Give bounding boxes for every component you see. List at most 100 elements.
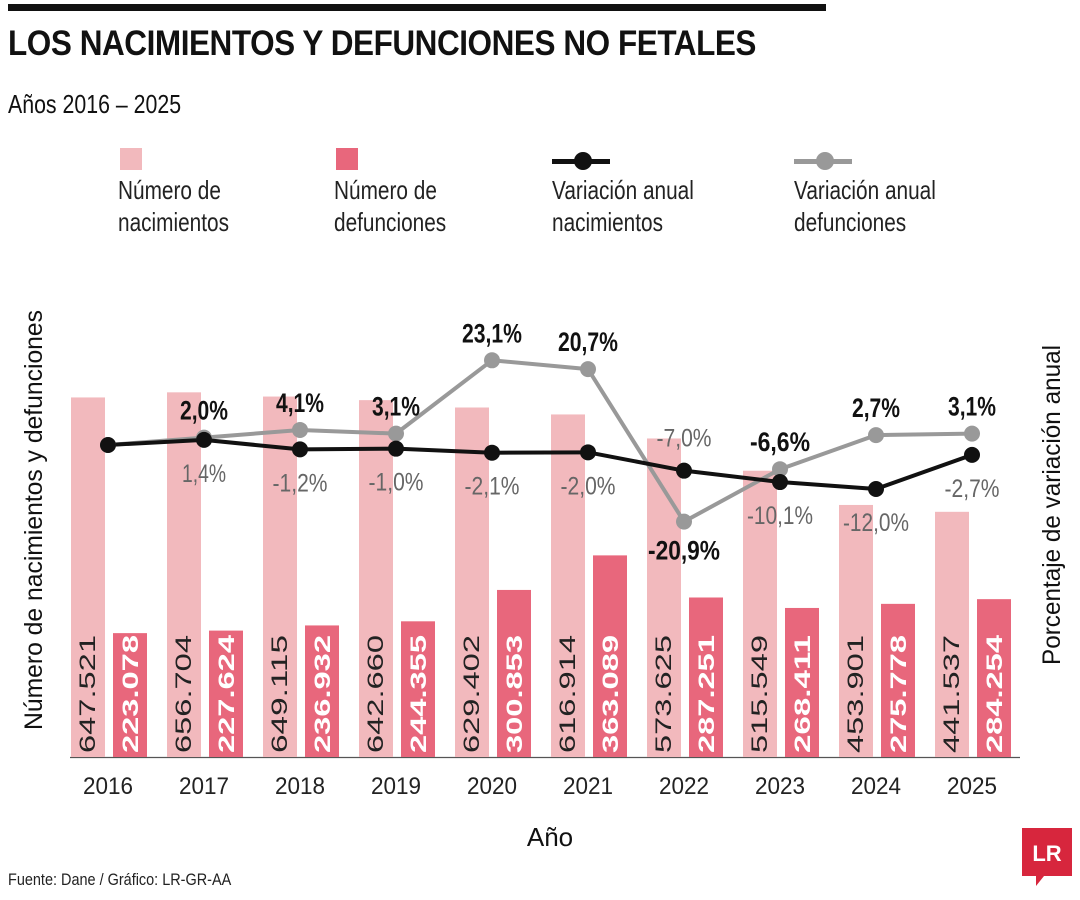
label-births-variation-2019: -1,0% — [369, 469, 424, 497]
legend-label-deaths: Número de defunciones — [334, 175, 447, 237]
bar-births-2019 — [359, 400, 393, 757]
point-births-variation-2024 — [868, 481, 884, 497]
label-deaths-variation-2024: 2,7% — [852, 393, 900, 423]
line-deaths-variation — [107, 358, 973, 524]
bar-label-births-2019: 642.660 — [363, 635, 388, 753]
x-tick-2024: 2024 — [851, 773, 901, 800]
legend-dot-deaths-variation — [816, 152, 834, 170]
point-births-variation-2020 — [484, 444, 500, 461]
y-axis-title: Número de nacimientos y defunciones — [20, 310, 48, 730]
bar-label-deaths-2022: 287.251 — [694, 635, 719, 753]
bar-label-births-2022: 573.625 — [651, 635, 676, 753]
point-births-variation-2022 — [676, 462, 692, 479]
bar-deaths-2025 — [977, 599, 1011, 757]
label-deaths-variation-2020: 23,1% — [462, 318, 522, 348]
source-note: Fuente: Dane / Gráfico: LR-GR-AA — [8, 870, 232, 889]
label-deaths-variation-2022: -20,9% — [648, 536, 720, 566]
legend-label-births: Número de nacimientos — [118, 175, 229, 237]
bar-births-2020 — [455, 407, 489, 757]
bar-deaths-2017 — [209, 630, 243, 757]
bar-births-2025 — [935, 511, 969, 757]
point-births-variation-2016 — [100, 437, 116, 453]
bar-deaths-2018 — [305, 625, 339, 757]
bar-label-births-2018: 649.115 — [267, 635, 292, 753]
label-deaths-variation-2023: -6,6% — [750, 427, 810, 457]
line-births-variation — [107, 437, 973, 491]
bar-label-births-2020: 629.402 — [459, 635, 484, 753]
x-tick-2019: 2019 — [371, 773, 421, 800]
bar-label-births-2024: 453.901 — [843, 635, 868, 753]
bar-births-2021 — [551, 414, 585, 757]
lr-logo-text: LR — [1032, 841, 1061, 866]
x-tick-2021: 2021 — [563, 773, 613, 800]
bar-label-deaths-2021: 363.089 — [598, 635, 623, 753]
point-deaths-variation-2024 — [868, 427, 884, 444]
bar-label-births-2016: 647.521 — [75, 635, 100, 753]
x-tick-2016: 2016 — [83, 773, 133, 800]
point-births-variation-2017 — [196, 431, 212, 448]
point-births-variation-2023 — [772, 474, 788, 491]
bar-births-2024 — [839, 504, 873, 757]
chart-subtitle: Años 2016 – 2025 — [8, 89, 182, 119]
chart-title: LOS NACIMIENTOS Y DEFUNCIONES NO FETALES — [8, 24, 756, 63]
point-deaths-variation-2019 — [388, 425, 404, 442]
bar-deaths-2023 — [785, 607, 819, 757]
lr-logo-badge — [1022, 828, 1072, 886]
label-births-variation-2018: -1,2% — [273, 469, 328, 497]
bar-label-births-2023: 515.549 — [747, 635, 772, 753]
point-deaths-variation-2023 — [772, 461, 788, 478]
point-births-variation-2019 — [388, 440, 404, 457]
label-deaths-variation-2025: 3,1% — [948, 392, 996, 422]
bar-deaths-2019 — [401, 621, 435, 757]
x-tick-2017: 2017 — [179, 773, 229, 800]
bar-deaths-2016 — [113, 633, 147, 757]
legend-dot-births-variation — [574, 152, 592, 170]
label-births-variation-2021: -2,0% — [561, 472, 616, 500]
point-deaths-variation-2022 — [676, 513, 692, 530]
bar-label-deaths-2017: 227.624 — [214, 634, 239, 753]
label-births-variation-2020: -2,1% — [465, 473, 520, 501]
point-births-variation-2021 — [580, 444, 596, 461]
lr-logo: LR — [1022, 828, 1072, 886]
top-rule — [8, 4, 826, 11]
bar-births-2017 — [167, 392, 201, 757]
bar-label-births-2017: 656.704 — [171, 635, 196, 753]
x-axis-title: Año — [527, 822, 573, 852]
label-deaths-variation-2017: 2,0% — [180, 396, 228, 426]
label-deaths-variation-2019: 3,1% — [372, 392, 420, 422]
bar-deaths-2022 — [689, 597, 723, 757]
bar-label-births-2025: 441.537 — [939, 635, 964, 753]
bar-label-deaths-2016: 223.078 — [118, 635, 143, 753]
point-deaths-variation-2017 — [196, 429, 212, 446]
x-tick-2018: 2018 — [275, 773, 325, 800]
point-births-variation-2018 — [292, 441, 308, 458]
label-births-variation-2017: 1,4% — [182, 460, 226, 488]
legend-swatch-deaths — [336, 148, 358, 170]
point-births-variation-2025 — [964, 446, 980, 463]
point-deaths-variation-2016 — [100, 437, 116, 453]
bar-births-2023 — [743, 470, 777, 757]
x-tick-2022: 2022 — [659, 773, 709, 800]
label-deaths-variation-2021: 20,7% — [558, 327, 618, 357]
bar-births-2022 — [647, 438, 681, 757]
point-deaths-variation-2020 — [484, 352, 500, 369]
label-births-variation-2022: -7,0% — [657, 425, 712, 453]
legend-label-deaths-variation: Variación anual defunciones — [794, 175, 936, 237]
legend-label-births-variation: Variación anual nacimientos — [552, 175, 694, 237]
bar-label-deaths-2020: 300.853 — [502, 635, 527, 753]
point-deaths-variation-2021 — [580, 361, 596, 378]
bar-births-2016 — [71, 397, 105, 757]
x-tick-2025: 2025 — [947, 773, 997, 800]
bar-label-deaths-2024: 275.778 — [886, 635, 911, 753]
bar-deaths-2024 — [881, 603, 915, 757]
x-tick-2023: 2023 — [755, 773, 805, 800]
label-births-variation-2024: -12,0% — [843, 509, 909, 537]
bar-label-deaths-2019: 244.355 — [406, 635, 431, 753]
label-births-variation-2025: -2,7% — [945, 475, 1000, 503]
bar-label-births-2021: 616.914 — [555, 635, 580, 753]
bar-label-deaths-2018: 236.932 — [310, 635, 335, 753]
bar-births-2018 — [263, 396, 297, 757]
x-tick-2020: 2020 — [467, 773, 517, 800]
point-deaths-variation-2025 — [964, 425, 980, 442]
